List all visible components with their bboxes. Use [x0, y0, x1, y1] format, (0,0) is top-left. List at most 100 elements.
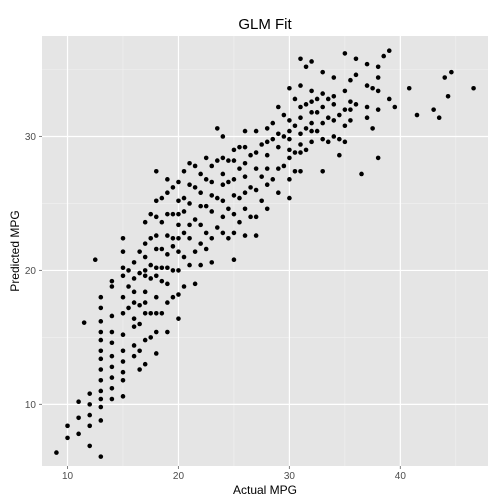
data-point — [325, 139, 331, 145]
data-point — [298, 83, 303, 88]
data-point — [98, 319, 104, 324]
data-point — [142, 273, 148, 279]
data-point — [253, 214, 259, 220]
data-point — [331, 93, 337, 99]
data-point — [153, 310, 159, 316]
data-point — [292, 123, 298, 129]
data-point — [159, 219, 165, 225]
data-point — [237, 195, 242, 201]
data-point — [253, 128, 259, 134]
data-point — [131, 260, 137, 265]
data-point — [142, 219, 148, 225]
data-point — [176, 249, 181, 254]
data-point — [137, 302, 142, 308]
data-point — [370, 85, 375, 91]
data-point — [81, 320, 87, 325]
data-point — [287, 147, 292, 153]
data-point — [264, 206, 270, 212]
data-point — [54, 450, 59, 455]
data-point — [92, 257, 98, 263]
data-point — [98, 396, 104, 402]
data-point — [131, 316, 137, 321]
data-point — [170, 211, 176, 217]
data-point — [198, 222, 203, 228]
data-point — [192, 217, 198, 222]
data-point — [231, 211, 237, 217]
data-point — [192, 185, 198, 190]
data-point — [309, 128, 314, 134]
data-point — [137, 348, 142, 354]
data-point — [331, 134, 337, 139]
data-point — [287, 136, 292, 142]
data-points — [54, 48, 476, 459]
data-point — [192, 281, 198, 287]
data-point — [198, 241, 203, 246]
data-point — [331, 102, 337, 107]
data-point — [159, 265, 165, 271]
data-point — [226, 235, 231, 241]
data-point — [292, 168, 298, 174]
data-point — [242, 206, 248, 212]
x-tick-label: 30 — [284, 471, 296, 482]
data-point — [203, 246, 209, 252]
data-point — [342, 51, 348, 56]
data-point — [231, 177, 237, 182]
data-point — [292, 150, 298, 155]
data-point — [248, 152, 253, 158]
data-point — [176, 268, 181, 273]
data-point — [142, 337, 148, 343]
data-point — [120, 377, 126, 383]
data-point — [120, 249, 126, 254]
data-point — [153, 294, 159, 300]
x-axis-label: Actual MPG — [233, 483, 297, 497]
data-point — [153, 246, 159, 252]
data-point — [248, 185, 253, 190]
data-point — [148, 262, 154, 268]
data-point — [309, 99, 314, 104]
y-tick-label: 10 — [25, 400, 37, 411]
data-point — [176, 292, 181, 297]
data-point — [165, 233, 170, 238]
data-point — [226, 206, 231, 212]
data-point — [109, 375, 115, 380]
data-point — [109, 396, 115, 402]
data-point — [165, 252, 170, 257]
data-point — [159, 246, 165, 252]
data-point — [209, 163, 215, 169]
data-point — [131, 343, 137, 348]
data-point — [287, 128, 292, 134]
data-point — [220, 171, 226, 177]
data-point — [65, 435, 70, 441]
data-point — [148, 235, 154, 241]
data-point — [231, 230, 237, 236]
data-point — [309, 88, 314, 94]
x-tick-label: 10 — [62, 471, 74, 482]
data-point — [287, 85, 292, 91]
data-point — [320, 168, 325, 174]
data-point — [109, 278, 115, 284]
data-point — [198, 203, 203, 209]
data-point — [120, 369, 126, 375]
data-point — [287, 155, 292, 161]
data-point — [436, 115, 442, 121]
data-point — [142, 300, 148, 305]
data-point — [170, 244, 176, 249]
data-point — [170, 235, 176, 241]
data-point — [314, 110, 320, 115]
data-point — [287, 118, 292, 123]
data-point — [264, 166, 270, 171]
data-point — [98, 294, 104, 300]
data-point — [231, 257, 237, 263]
data-point — [181, 209, 187, 214]
data-point — [148, 211, 154, 217]
data-point — [220, 134, 226, 139]
data-point — [98, 305, 104, 311]
data-point — [231, 193, 237, 198]
data-point — [176, 316, 181, 321]
data-point — [342, 139, 348, 145]
data-point — [364, 83, 370, 88]
data-point — [253, 233, 259, 238]
data-point — [303, 64, 309, 70]
data-point — [126, 305, 131, 311]
